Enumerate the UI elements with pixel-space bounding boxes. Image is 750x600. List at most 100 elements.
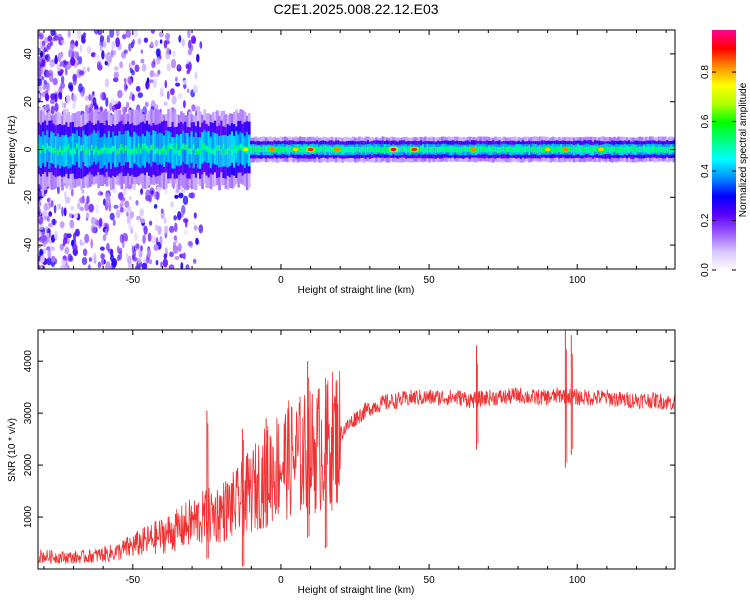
- spectrogram-band-cell: [354, 146, 357, 153]
- spectrogram-band-cell: [617, 147, 621, 153]
- spectrogram-band-cell: [619, 146, 623, 152]
- spectrogram-band-cell: [131, 148, 134, 155]
- spectrogram-noise-cell: [43, 202, 48, 212]
- spectrogram-band-cell: [201, 143, 204, 150]
- spectrogram-band-cell: [209, 147, 213, 153]
- spectrogram-noise-cell: [39, 249, 44, 256]
- spectrogram-band-cell: [171, 137, 175, 169]
- spectrogram-noise-cell: [43, 209, 48, 217]
- spectrogram-noise-cell: [143, 225, 148, 235]
- spectrogram-band-cell: [80, 145, 83, 152]
- spectrogram-band-cell: [220, 149, 223, 155]
- spectrogram-band-cell: [230, 149, 234, 155]
- spectrogram-band-cell: [494, 146, 497, 153]
- spectrogram-noise-cell: [153, 204, 158, 209]
- spectrogram-band-cell: [213, 149, 217, 156]
- spectrogram-noise-cell: [178, 35, 182, 43]
- spectrogram-noise-cell: [66, 233, 72, 239]
- spectrogram-band-cell: [515, 146, 519, 152]
- spectrogram-noise-cell: [81, 257, 88, 265]
- spectrogram-noise-cell: [66, 94, 71, 104]
- spectrogram-noise-cell: [101, 50, 105, 60]
- spectrogram-band-cell: [664, 147, 667, 153]
- spectrogram-band-cell: [258, 146, 262, 152]
- spectrogram-noise-cell: [54, 230, 58, 240]
- spectrogram-band-cell: [662, 147, 665, 153]
- spectrogram-noise-cell: [111, 41, 116, 49]
- spectrogram-noise-cell: [99, 92, 105, 101]
- spectrogram-noise-cell: [69, 43, 75, 50]
- spectrogram-noise-cell: [79, 196, 86, 204]
- spectrogram-noise-cell: [140, 58, 145, 64]
- spectrogram-noise-cell: [74, 228, 80, 237]
- spectrogram-band-cell: [182, 143, 185, 150]
- spectrogram-noise-cell: [49, 98, 56, 104]
- spectrogram-band-cell: [445, 146, 449, 152]
- spectrogram-noise-cell: [169, 225, 175, 233]
- spectrogram-noise-cell: [86, 195, 90, 204]
- spectrogram-noise-cell: [60, 75, 65, 84]
- spectrogram-noise-cell: [106, 35, 111, 43]
- spectrogram-band-cell: [133, 145, 136, 151]
- spectrogram-noise-cell: [86, 46, 92, 54]
- spectrogram-band-cell: [364, 147, 368, 153]
- spectrogram-noise-cell: [67, 236, 70, 245]
- spectrogram-band-cell: [118, 131, 122, 163]
- spectrogram-band-cell: [320, 146, 323, 152]
- spectrogram-noise-cell: [140, 188, 144, 195]
- spectrogram-band-cell: [122, 147, 126, 154]
- spectrogram-noise-cell: [106, 242, 110, 252]
- spectrogram-band-cell: [262, 146, 266, 153]
- spectrogram-band-cell: [362, 146, 366, 152]
- colorbar-tick-label: 0.2: [700, 213, 711, 227]
- spectrogram-noise-cell: [119, 196, 126, 202]
- spectrogram-band-cell: [570, 146, 574, 153]
- spectrogram-noise-cell: [140, 49, 143, 54]
- spectrogram-band-cell: [447, 146, 451, 153]
- spectrogram-noise-cell: [92, 226, 97, 234]
- spectrogram-band-cell: [190, 148, 194, 155]
- spectrogram-band-cell: [462, 146, 466, 152]
- spectrogram-plot-area: [38, 30, 675, 269]
- spectrogram-band-cell: [75, 143, 79, 149]
- spectrogram-noise-cell: [148, 259, 153, 265]
- spectrogram-band-cell: [430, 147, 434, 153]
- spectrogram-band-cell: [615, 147, 618, 153]
- spectrogram-noise-cell: [146, 248, 152, 258]
- spectrogram-noise-cell: [131, 69, 135, 76]
- snr-x-tick-label: 0: [278, 575, 284, 586]
- spectrogram-band-cell: [526, 146, 529, 152]
- spectrogram-noise-cell: [155, 190, 160, 201]
- colorbar-ticks: 0.0 0.2 0.4 0.6 0.8: [700, 65, 736, 277]
- spectrogram-noise-cell: [141, 262, 148, 269]
- snr-spike: [565, 349, 568, 463]
- snr-y-tick-label: 1000: [23, 505, 34, 528]
- spectrogram-noise-cell: [48, 222, 54, 228]
- spectrogram-band-cell: [330, 147, 334, 153]
- spectrogram-band-cell: [175, 144, 179, 150]
- spectrogram-band-cell: [288, 146, 291, 153]
- spectrogram-band-cell: [158, 149, 162, 156]
- spectrogram-band-cell: [114, 145, 117, 151]
- spectrogram-noise-cell: [143, 37, 149, 43]
- spectrogram-noise-cell: [139, 208, 145, 217]
- spectrogram-noise-cell: [147, 232, 152, 242]
- spectrogram-band-cell: [112, 145, 115, 152]
- spectrogram-band-cell: [553, 146, 557, 153]
- spectrogram-band-cell: [630, 146, 633, 152]
- spectrogram-band-cell: [645, 146, 648, 153]
- spectrogram-noise-cell: [117, 254, 120, 262]
- spectrogram-band-cell: [165, 130, 168, 162]
- spectrogram-noise-cell: [136, 215, 142, 221]
- spectrogram-band-cell: [574, 146, 578, 153]
- spectrogram-noise-cell: [80, 241, 86, 246]
- spectrogram-band-cell: [511, 147, 514, 153]
- spectrogram-band-cell: [456, 147, 459, 153]
- spectrogram-noise-cell: [190, 192, 196, 199]
- spectrogram-noise-cell: [195, 237, 199, 245]
- spectrogram-band-cell: [419, 145, 423, 152]
- spectrogram-band-cell: [284, 146, 287, 153]
- spectrogram-noise-cell: [172, 241, 176, 249]
- spectrogram-noise-cell: [44, 54, 49, 60]
- colorbar-gradient: [712, 30, 736, 270]
